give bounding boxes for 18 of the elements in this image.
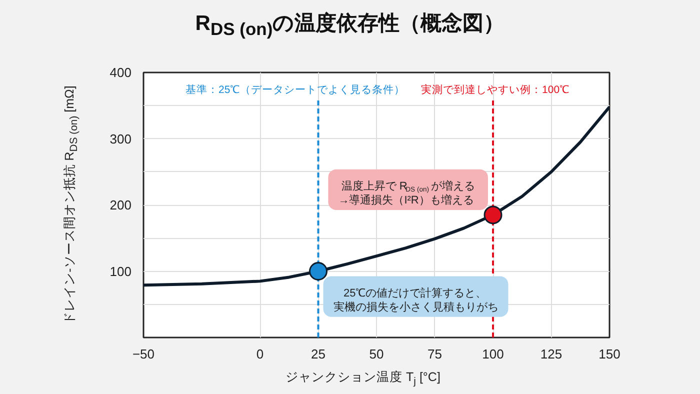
x-tick-label: 75	[428, 346, 442, 362]
chart-title: R$_{DS (on)}$の温度依存性（概念図）	[195, 10, 505, 42]
y-tick-label: 200	[110, 198, 132, 212]
x-tick-label: 0	[256, 346, 264, 362]
line-series	[144, 105, 610, 287]
y-tick-label: 300	[110, 131, 132, 146]
x-tick-label: 50	[369, 346, 384, 362]
annotation: 25℃の値だけで計算すると、実機の損失を小さく見積もりがち	[333, 286, 498, 314]
x-tick-label: 100	[482, 346, 504, 362]
y-tick-label: 100	[110, 264, 132, 279]
y-tick-label: 400	[110, 65, 132, 80]
ref-line-label: 基準：25℃（データシートでよく見る条件）	[186, 83, 406, 96]
x-axis-title: ジャンクション温度 T$_{j}$ [°C]	[286, 369, 440, 390]
x-tick-label: 25	[311, 346, 326, 362]
x-tick-label: −50	[132, 346, 155, 362]
x-tick-label: 125	[540, 346, 562, 362]
ref-line-label: 実測で到達しやすい例：100℃	[421, 83, 570, 96]
x-tick-label: 150	[598, 346, 620, 362]
